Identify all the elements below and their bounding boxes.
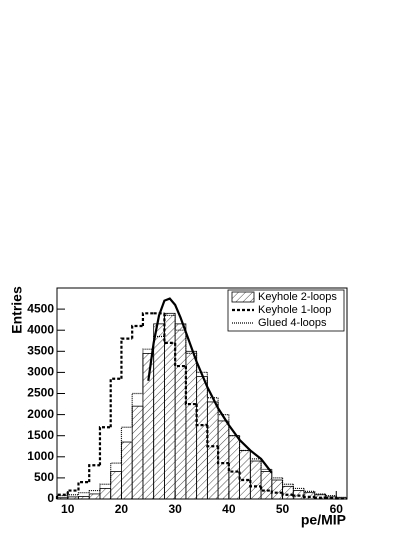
- fit-curve: [147, 297, 273, 474]
- histogram-step: [227, 463, 240, 473]
- histogram-bar: [131, 405, 144, 500]
- histogram-bar: [174, 323, 187, 500]
- histogram-bar: [228, 435, 240, 500]
- histogram-step: [313, 496, 326, 499]
- histogram-step: [206, 425, 219, 448]
- histogram-step: [249, 480, 262, 488]
- histogram-step: [109, 377, 122, 428]
- histogram-step: [206, 372, 219, 399]
- histogram-step: [131, 392, 143, 428]
- histogram-bar: [249, 460, 262, 500]
- histogram-step: [292, 484, 305, 490]
- histogram-bar: [206, 401, 219, 500]
- histogram-step: [249, 450, 262, 460]
- y-tick-label: 500: [34, 470, 54, 484]
- histogram-bar: [271, 479, 283, 500]
- histogram-step: [217, 446, 229, 465]
- histogram-step: [99, 483, 111, 491]
- histogram-step: [77, 481, 90, 491]
- legend-swatch: [231, 291, 255, 303]
- histogram-bar: [153, 323, 165, 500]
- histogram-step: [314, 491, 326, 495]
- histogram-step: [98, 426, 111, 466]
- histogram-step: [184, 366, 197, 406]
- histogram-step: [174, 315, 186, 331]
- legend-label: Keyhole 1-loop: [258, 304, 331, 316]
- x-tick-label: 60: [330, 502, 344, 516]
- y-axis-label: Entries: [9, 286, 25, 334]
- legend-label: Glued 4-loops: [258, 317, 327, 329]
- histogram-step: [259, 486, 272, 492]
- histogram-step: [271, 469, 283, 479]
- histogram-step: [260, 458, 272, 471]
- histogram-bar: [164, 312, 176, 500]
- histogram-bar: [110, 471, 122, 500]
- histogram-step: [281, 477, 294, 485]
- histogram-step: [88, 489, 100, 493]
- y-tick-label: 1500: [27, 428, 54, 442]
- histogram-step: [324, 493, 337, 497]
- histogram-step: [120, 337, 133, 379]
- legend-label: Keyhole 2-loops: [258, 291, 337, 303]
- histogram-bar: [88, 493, 101, 500]
- histogram-step: [88, 464, 100, 483]
- histogram-bar: [185, 350, 198, 500]
- y-tick-label: 2500: [27, 386, 54, 400]
- histogram-step: [174, 342, 186, 368]
- histogram-step: [131, 324, 143, 339]
- histogram-step: [77, 492, 90, 495]
- histogram-step: [302, 495, 315, 498]
- histogram-step: [270, 490, 283, 494]
- histogram-bar: [99, 488, 112, 500]
- histogram-step: [110, 462, 122, 485]
- histogram-step: [238, 471, 251, 482]
- histogram-step: [142, 348, 154, 394]
- histogram-bar: [121, 441, 133, 500]
- y-tick-label: 3500: [27, 343, 54, 357]
- x-tick-label: 20: [115, 502, 129, 516]
- y-tick-label: 2000: [27, 407, 54, 421]
- histogram-bar: [239, 450, 251, 500]
- histogram-bar: [282, 485, 294, 500]
- histogram-step: [56, 495, 68, 499]
- histogram-step: [163, 313, 176, 344]
- x-tick-label: 30: [168, 502, 182, 516]
- histogram-step: [141, 312, 154, 326]
- x-tick-label: 10: [61, 502, 75, 516]
- histogram-step: [195, 404, 208, 427]
- y-tick-label: 0: [47, 491, 54, 505]
- plot-area: [55, 297, 348, 500]
- histogram-step: [303, 488, 315, 493]
- x-tick-label: 40: [222, 502, 236, 516]
- x-axis-label: pe/MIP: [301, 512, 346, 528]
- y-tick-label: 1000: [27, 449, 54, 463]
- histogram-bar: [196, 376, 208, 500]
- x-tick-label: 50: [276, 502, 290, 516]
- histogram-step: [335, 495, 347, 498]
- histogram-step: [217, 397, 229, 416]
- y-tick-label: 3000: [27, 365, 54, 379]
- histogram-bar: [260, 471, 273, 500]
- histogram-bar: [217, 420, 230, 500]
- histogram-step: [163, 314, 176, 337]
- y-tick-label: 4500: [27, 301, 54, 315]
- histogram-step: [292, 494, 305, 497]
- histogram-step: [66, 489, 79, 495]
- y-tick-label: 4000: [27, 322, 54, 336]
- histogram-step: [67, 494, 79, 496]
